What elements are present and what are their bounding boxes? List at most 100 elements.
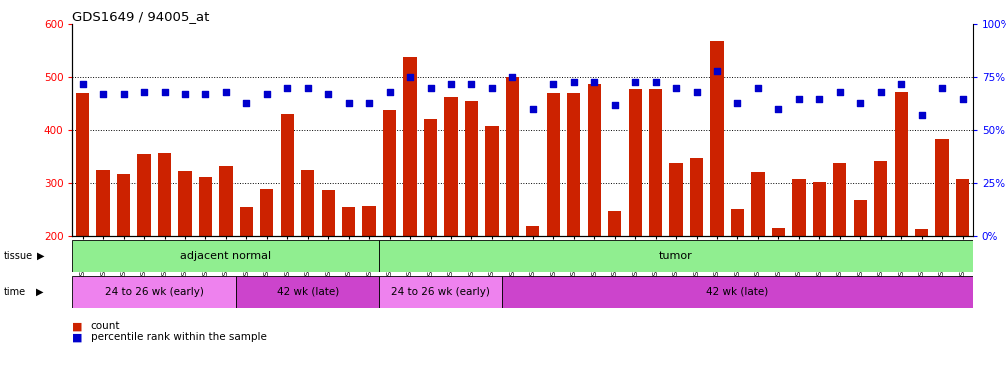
Bar <box>730 209 744 236</box>
Text: ▶: ▶ <box>37 251 44 261</box>
Bar <box>792 179 806 236</box>
Text: 42 wk (late): 42 wk (late) <box>277 286 339 297</box>
Bar <box>301 170 315 236</box>
Point <box>259 91 275 97</box>
Text: ■: ■ <box>72 321 82 331</box>
Bar <box>813 182 826 236</box>
Bar <box>424 118 438 236</box>
Point <box>464 81 480 87</box>
Point <box>361 100 377 106</box>
Bar <box>445 97 458 236</box>
Text: ■: ■ <box>72 333 82 342</box>
Bar <box>956 179 969 236</box>
Bar <box>833 163 846 236</box>
Text: tissue: tissue <box>4 251 33 261</box>
Point <box>791 96 807 102</box>
Bar <box>669 163 683 236</box>
Bar <box>72 240 379 272</box>
Point <box>96 91 112 97</box>
Text: 24 to 26 wk (early): 24 to 26 wk (early) <box>105 286 204 297</box>
Point <box>565 79 581 85</box>
Point <box>832 89 848 95</box>
Point <box>157 89 173 95</box>
Bar <box>239 207 254 236</box>
Bar <box>629 89 642 236</box>
Point <box>402 74 418 80</box>
Bar <box>772 228 785 236</box>
Point <box>218 89 234 95</box>
Bar <box>690 158 703 236</box>
Text: adjacent normal: adjacent normal <box>180 251 272 261</box>
Text: 42 wk (late): 42 wk (late) <box>706 286 769 297</box>
Bar <box>546 93 560 236</box>
Text: GDS1649 / 94005_at: GDS1649 / 94005_at <box>72 10 210 23</box>
Point <box>913 112 930 118</box>
Point <box>116 91 132 97</box>
Point <box>688 89 704 95</box>
Point <box>280 85 296 91</box>
Bar <box>915 230 929 236</box>
Point <box>238 100 255 106</box>
Point <box>811 96 827 102</box>
Bar <box>854 200 867 236</box>
Point <box>320 91 336 97</box>
Bar <box>72 276 236 308</box>
Point <box>893 81 909 87</box>
Point <box>525 106 541 112</box>
Bar <box>485 126 499 236</box>
Bar <box>362 206 376 236</box>
Point <box>504 74 520 80</box>
Bar <box>117 174 130 236</box>
Bar <box>236 276 379 308</box>
Point <box>586 79 603 85</box>
Point <box>136 89 152 95</box>
Point <box>648 79 664 85</box>
Bar <box>506 77 519 236</box>
Bar <box>710 41 723 236</box>
Bar <box>261 189 274 236</box>
Text: count: count <box>91 321 120 331</box>
Point <box>627 79 643 85</box>
Point <box>341 100 357 106</box>
Point <box>74 81 91 87</box>
Bar <box>936 140 949 236</box>
Bar <box>751 172 765 236</box>
Bar <box>588 84 601 236</box>
Bar <box>178 171 191 236</box>
Bar <box>97 170 110 236</box>
Bar <box>403 57 416 236</box>
Bar <box>342 207 355 236</box>
Point <box>197 91 213 97</box>
Point <box>300 85 316 91</box>
Bar <box>379 276 502 308</box>
Text: ▶: ▶ <box>36 286 43 297</box>
Bar <box>465 101 478 236</box>
Point <box>771 106 787 112</box>
Point <box>443 81 459 87</box>
Bar <box>76 93 90 236</box>
Text: tumor: tumor <box>659 251 693 261</box>
Bar <box>874 161 887 236</box>
Point <box>381 89 397 95</box>
Point <box>749 85 766 91</box>
Bar <box>383 110 396 236</box>
Bar <box>138 154 151 236</box>
Bar <box>608 211 622 236</box>
Text: 24 to 26 wk (early): 24 to 26 wk (early) <box>391 286 490 297</box>
Point <box>955 96 971 102</box>
Text: time: time <box>4 286 26 297</box>
Bar <box>567 93 580 236</box>
Point <box>484 85 500 91</box>
Point <box>177 91 193 97</box>
Bar <box>158 153 171 236</box>
Point <box>668 85 684 91</box>
Bar <box>502 276 973 308</box>
Bar <box>379 240 973 272</box>
Bar <box>649 89 662 236</box>
Point <box>872 89 888 95</box>
Bar <box>322 190 335 236</box>
Point <box>607 102 623 108</box>
Point <box>852 100 868 106</box>
Bar <box>281 114 294 236</box>
Text: percentile rank within the sample: percentile rank within the sample <box>91 333 267 342</box>
